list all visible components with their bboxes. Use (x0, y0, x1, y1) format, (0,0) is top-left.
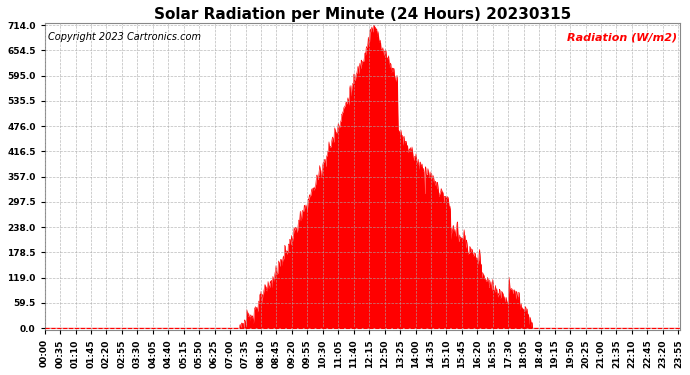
Title: Solar Radiation per Minute (24 Hours) 20230315: Solar Radiation per Minute (24 Hours) 20… (154, 7, 571, 22)
Text: Copyright 2023 Cartronics.com: Copyright 2023 Cartronics.com (48, 32, 201, 42)
Text: Radiation (W/m2): Radiation (W/m2) (566, 32, 677, 42)
